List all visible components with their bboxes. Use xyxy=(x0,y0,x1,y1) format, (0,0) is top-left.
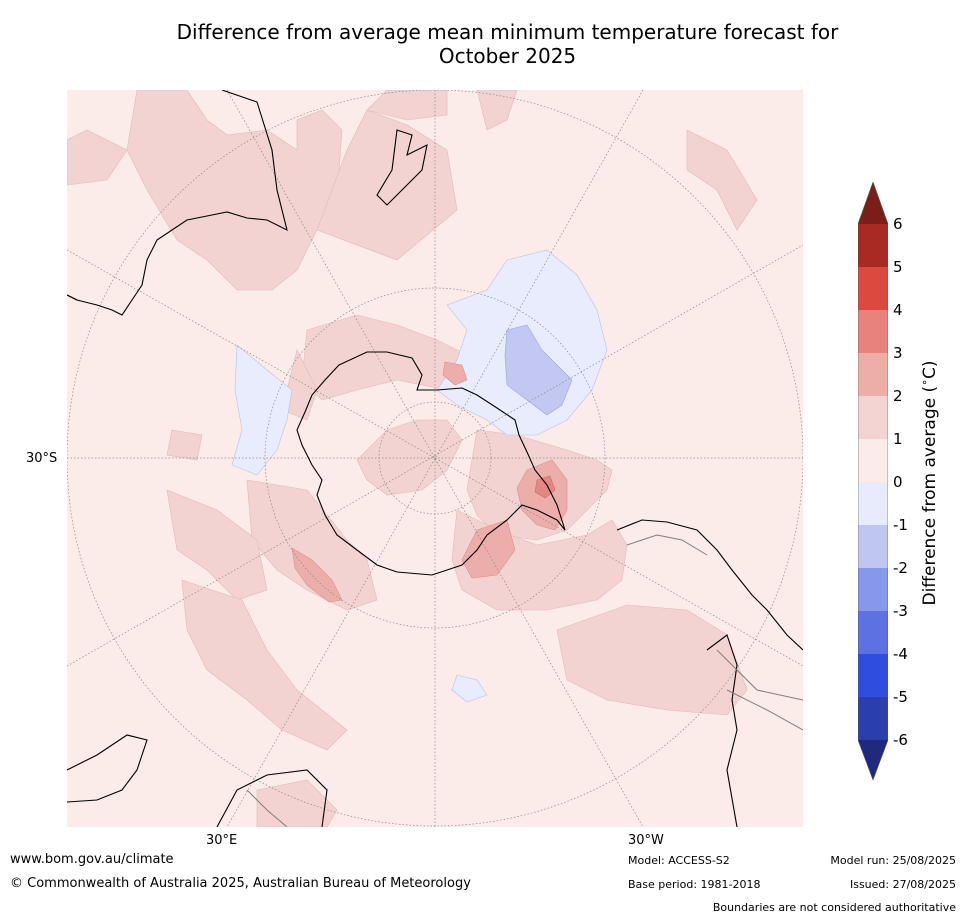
colorbar-tick: -1 xyxy=(893,516,908,534)
country-boundaries xyxy=(246,534,803,827)
colorbar-tick: -6 xyxy=(893,731,908,749)
map-title: Difference from average mean minimum tem… xyxy=(0,20,965,68)
colorbar-bin xyxy=(858,654,888,697)
anomaly-3-to-4-regions xyxy=(534,475,556,499)
colorbar-bin xyxy=(858,568,888,611)
disclaimer-text: Boundaries are not considered authoritat… xyxy=(712,901,956,914)
colorbar-graphic xyxy=(857,181,889,781)
map-canvas xyxy=(67,90,803,827)
colorbar-extend-max xyxy=(858,182,888,224)
colorbar-bin xyxy=(858,224,888,267)
anomaly-1-to-2-regions xyxy=(67,90,758,827)
colorbar-tick: 3 xyxy=(893,344,903,362)
colorbar-bin xyxy=(858,697,888,740)
forecast-map xyxy=(67,90,803,827)
anomaly-minus1-to-minus2-region xyxy=(504,324,573,416)
colorbar-extend-min xyxy=(858,740,888,780)
colorbar-label-unit: C) xyxy=(919,360,940,379)
colorbar-tick: 1 xyxy=(893,430,903,448)
colorbar-tick: 0 xyxy=(893,473,903,491)
title-line-2: October 2025 xyxy=(438,44,577,68)
colorbar-tick: -5 xyxy=(893,688,908,706)
model-run-text: Model run: 25/08/2025 xyxy=(830,854,956,867)
colorbar-label-text: Difference from average ( xyxy=(919,385,940,606)
colorbar-bin xyxy=(858,267,888,310)
lon-label-30w: 30°W xyxy=(628,833,664,848)
copyright-text: © Commonwealth of Australia 2025, Austra… xyxy=(10,876,471,891)
colorbar-bin xyxy=(858,525,888,568)
colorbar-tick: -3 xyxy=(893,602,908,620)
colorbar-tick: 4 xyxy=(893,301,903,319)
colorbar-label: Difference from average (∘C) xyxy=(918,360,940,606)
colorbar-tick: 5 xyxy=(893,258,903,276)
colorbar xyxy=(857,181,889,782)
colorbar-bin xyxy=(858,439,888,482)
model-text: Model: ACCESS-S2 xyxy=(628,854,730,867)
colorbar-bin xyxy=(858,611,888,654)
colorbar-tick: -2 xyxy=(893,559,908,577)
coastlines xyxy=(67,90,803,827)
colorbar-bin xyxy=(858,353,888,396)
base-period-text: Base period: 1981-2018 xyxy=(628,878,761,891)
colorbar-bin xyxy=(858,396,888,439)
website-text: www.bom.gov.au/climate xyxy=(10,852,174,867)
colorbar-bin xyxy=(858,482,888,525)
lon-label-30e: 30°E xyxy=(206,833,238,848)
issued-text: Issued: 27/08/2025 xyxy=(849,878,956,891)
anomaly-2-to-3-regions xyxy=(291,361,568,603)
colorbar-bin xyxy=(858,310,888,353)
colorbar-tick: 2 xyxy=(893,387,903,405)
title-line-1: Difference from average mean minimum tem… xyxy=(176,20,839,44)
colorbar-tick: 6 xyxy=(893,215,903,233)
lat-label-30s: 30°S xyxy=(26,451,58,466)
graticule xyxy=(67,90,803,827)
colorbar-tick: -4 xyxy=(893,645,908,663)
